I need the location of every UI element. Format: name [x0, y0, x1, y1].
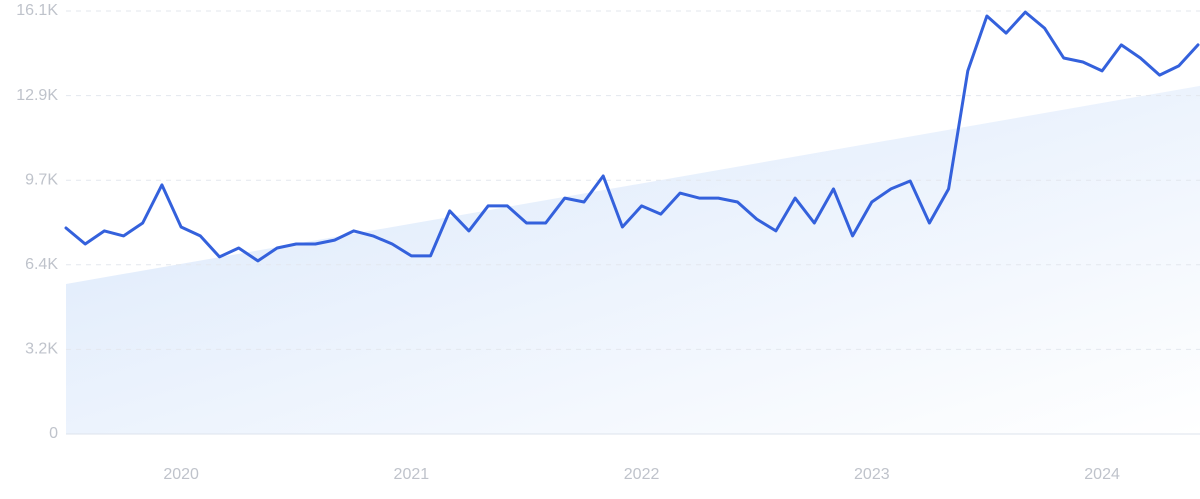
x-tick-label: 2024	[1084, 466, 1120, 483]
y-tick-label: 12.9K	[16, 87, 58, 104]
trend-area	[66, 85, 1200, 435]
y-tick-label: 6.4K	[25, 256, 58, 273]
x-tick-label: 2023	[854, 466, 890, 483]
y-tick-label: 0	[49, 425, 58, 442]
line	[64, 10, 1200, 263]
y-tick-label: 3.2K	[25, 341, 58, 358]
x-tick-label: 2021	[394, 466, 430, 483]
x-tick-label: 2020	[163, 466, 199, 483]
y-tick-label: 9.7K	[25, 171, 58, 188]
y-tick-label: 16.1K	[16, 2, 58, 19]
x-tick-label: 2022	[624, 466, 660, 483]
